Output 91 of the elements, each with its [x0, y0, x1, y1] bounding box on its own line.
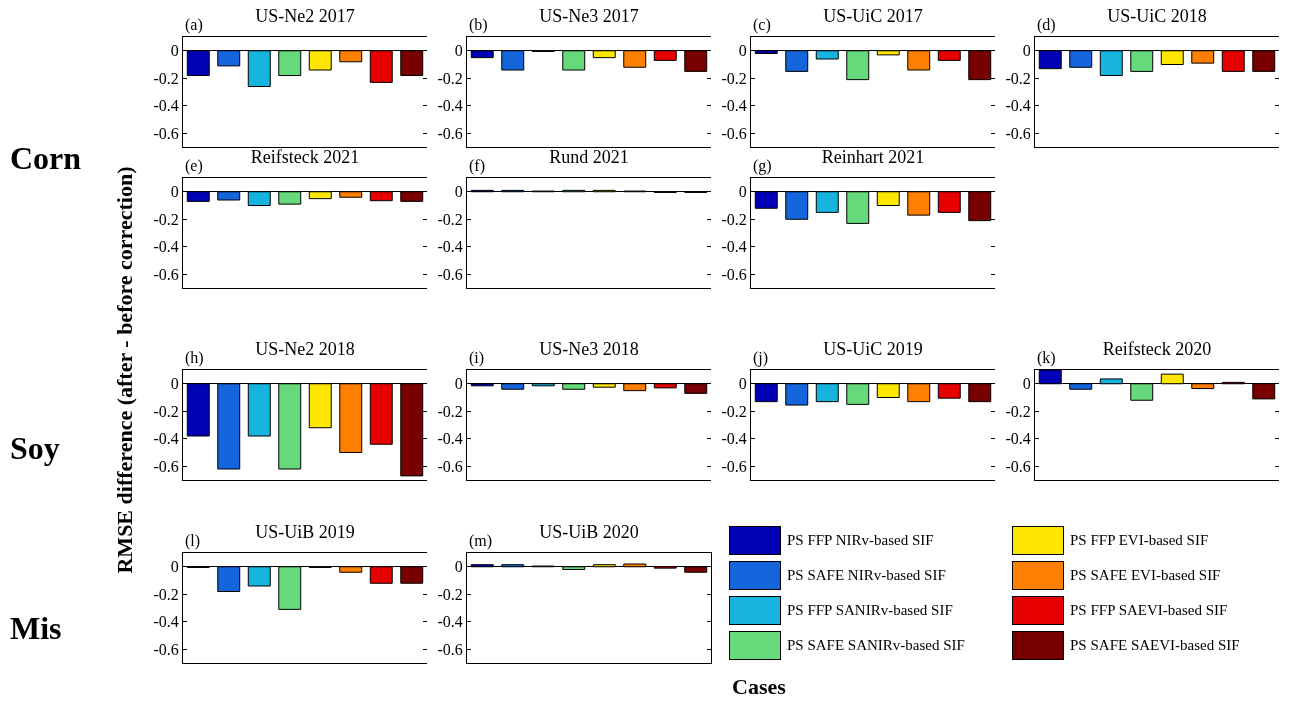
y-tick-label: -0.4 [153, 430, 179, 448]
text: (i) [469, 349, 485, 367]
y-tick-label: -0.2 [153, 402, 179, 420]
text: (h) [185, 349, 204, 367]
y-tick-label: -0.2 [721, 210, 747, 228]
y-tick-label: -0.4 [721, 238, 747, 256]
y-tick-label: -0.2 [1005, 402, 1031, 420]
text: Soy [10, 430, 60, 467]
y-tick-label: -0.6 [153, 265, 179, 283]
legend-label: PS SAFE EVI-based SIF [1070, 567, 1221, 584]
y-tick-label: 0 [738, 42, 747, 60]
y-tick-label: -0.6 [437, 457, 463, 475]
y-tick-label: -0.2 [1005, 69, 1031, 87]
y-tick-label: -0.4 [153, 613, 179, 631]
chart-title: Reinhart 2021 [821, 146, 925, 167]
legend-label: PS FFP EVI-based SIF [1070, 532, 1209, 549]
chart-title: US-UiC 2019 [823, 338, 923, 359]
text: (j) [753, 349, 769, 367]
chart-title: Reifsteck 2020 [1102, 338, 1212, 359]
chart-title: US-Ne3 2017 [539, 5, 639, 26]
y-tick-label: -0.4 [437, 613, 463, 631]
y-tick-label: -0.2 [437, 210, 463, 228]
y-tick-label: 0 [170, 183, 179, 201]
y-tick-label: -0.2 [721, 69, 747, 87]
text: (k) [1037, 349, 1056, 367]
y-tick-label: -0.6 [1005, 124, 1031, 142]
y-tick-label: 0 [170, 42, 179, 60]
chart-title: Reifsteck 2021 [250, 146, 360, 167]
y-tick-label: 0 [738, 375, 747, 393]
legend-label: PS SAFE SAEVI-based SIF [1070, 637, 1240, 654]
text: Mis [10, 610, 62, 647]
legend-label: PS SAFE NIRv-based SIF [787, 567, 946, 584]
y-tick-label: -0.2 [153, 585, 179, 603]
legend-label: PS FFP SAEVI-based SIF [1070, 602, 1228, 619]
x-axis-title: Cases [732, 674, 786, 700]
chart-title: US-UiC 2017 [823, 5, 923, 26]
y-tick-label: 0 [738, 183, 747, 201]
y-tick-label: -0.2 [153, 69, 179, 87]
y-tick-label: 0 [454, 375, 463, 393]
text: (m) [469, 532, 493, 550]
y-tick-label: -0.4 [153, 238, 179, 256]
y-tick-label: -0.6 [721, 124, 747, 142]
text: (b) [469, 16, 488, 34]
y-tick-label: -0.6 [721, 457, 747, 475]
y-tick-label: -0.4 [437, 238, 463, 256]
text: (a) [185, 16, 203, 34]
text: (e) [185, 157, 203, 175]
chart-title: US-Ne2 2017 [255, 5, 355, 26]
y-tick-label: -0.6 [437, 265, 463, 283]
y-tick-label: -0.2 [437, 585, 463, 603]
y-tick-label: -0.4 [437, 97, 463, 115]
y-tick-label: 0 [1022, 42, 1031, 60]
chart-title: US-UiB 2019 [255, 521, 355, 542]
y-tick-label: -0.4 [1005, 430, 1031, 448]
text: (f) [469, 157, 485, 175]
y-axis-title: RMSE difference (after - before correction) [112, 166, 138, 574]
text: (c) [753, 16, 771, 34]
y-tick-label: -0.6 [437, 640, 463, 658]
y-tick-label: -0.4 [153, 97, 179, 115]
legend-label: PS SAFE SANIRv-based SIF [787, 637, 965, 654]
y-tick-label: -0.2 [153, 210, 179, 228]
y-tick-label: -0.6 [437, 124, 463, 142]
y-tick-label: -0.4 [437, 430, 463, 448]
legend-label: PS FFP SANIRv-based SIF [787, 602, 953, 619]
y-tick-label: -0.6 [153, 640, 179, 658]
text: (g) [753, 157, 772, 175]
chart-title: US-Ne3 2018 [539, 338, 639, 359]
y-tick-label: 0 [454, 42, 463, 60]
y-tick-label: -0.4 [721, 97, 747, 115]
chart-title: Rund 2021 [549, 146, 629, 167]
text: Corn [10, 140, 82, 177]
chart-title: US-Ne2 2018 [255, 338, 355, 359]
y-tick-label: 0 [170, 375, 179, 393]
y-tick-label: -0.4 [1005, 97, 1031, 115]
y-tick-label: 0 [454, 183, 463, 201]
y-tick-label: -0.2 [437, 69, 463, 87]
text: (l) [185, 532, 201, 550]
text: (d) [1037, 16, 1056, 34]
y-tick-label: -0.2 [721, 402, 747, 420]
y-tick-label: -0.2 [437, 402, 463, 420]
y-tick-label: -0.6 [153, 457, 179, 475]
chart-title: US-UiB 2020 [539, 521, 639, 542]
y-tick-label: -0.6 [1005, 457, 1031, 475]
y-tick-label: 0 [170, 558, 179, 576]
y-tick-label: -0.6 [153, 124, 179, 142]
chart-title: US-UiC 2018 [1107, 5, 1207, 26]
y-tick-label: -0.6 [721, 265, 747, 283]
y-tick-label: 0 [454, 558, 463, 576]
y-tick-label: 0 [1022, 375, 1031, 393]
y-tick-label: -0.4 [721, 430, 747, 448]
legend-label: PS FFP NIRv-based SIF [787, 532, 934, 549]
